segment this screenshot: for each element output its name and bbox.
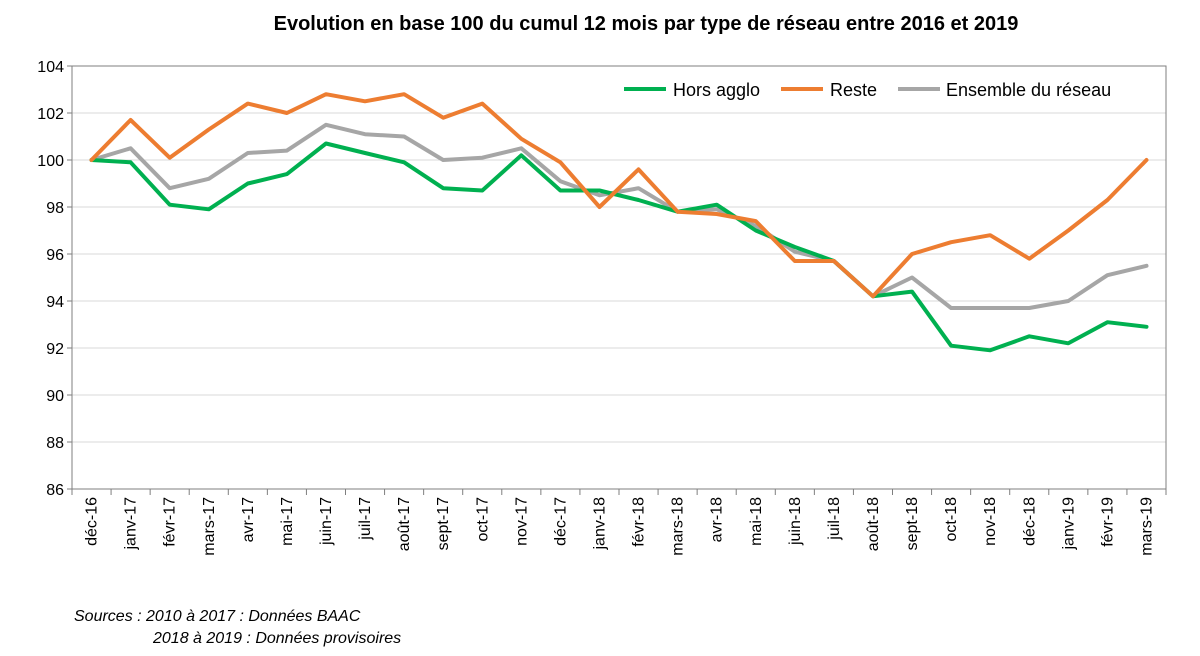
x-tick-label: févr-17 — [162, 497, 179, 547]
sources-line-1: Sources : 2010 à 2017 : Données BAAC — [74, 608, 361, 625]
y-tick-label: 90 — [46, 388, 64, 405]
plot-area — [71, 65, 1167, 490]
series — [89, 92, 1149, 353]
sources-note: Sources : 2010 à 2017 : Données BAAC 201… — [74, 606, 401, 650]
x-tick-label: janv-18 — [591, 497, 608, 551]
x-tick-label: déc-17 — [552, 497, 569, 546]
x-tick-label: août-18 — [865, 497, 882, 551]
x-tick-label: nov-18 — [982, 497, 999, 546]
x-tick-label: mars-17 — [201, 497, 218, 556]
x-tick-label: oct-18 — [943, 497, 960, 542]
x-tick-label: sept-18 — [904, 497, 921, 550]
series-line-hors-agglo — [89, 141, 1149, 353]
y-tick-label: 86 — [46, 482, 64, 499]
gridlines — [72, 112, 1166, 443]
series-line-ensemble-du-reseau — [89, 122, 1149, 310]
y-tick-label: 100 — [37, 153, 64, 170]
sources-line-2: 2018 à 2019 : Données provisoires — [153, 630, 402, 647]
x-tick-label: mai-17 — [279, 497, 296, 546]
x-tick-label: mars-19 — [1138, 497, 1155, 556]
y-tick-label: 88 — [46, 435, 64, 452]
x-tick-label: juil-17 — [357, 497, 374, 541]
x-tick-label: avr-17 — [240, 497, 257, 542]
legend-label: Hors agglo — [673, 80, 760, 100]
x-tick-label: mars-18 — [670, 497, 687, 556]
x-tick-label: févr-18 — [631, 497, 648, 547]
x-tick-label: juil-18 — [826, 497, 843, 541]
y-axis: 86 88 90 92 94 96 98 100 102 104 — [37, 59, 72, 499]
x-tick-label: oct-17 — [474, 497, 491, 542]
x-tick-label: juin-18 — [787, 497, 804, 546]
y-tick-label: 104 — [37, 59, 64, 76]
x-tick-label: nov-17 — [513, 497, 530, 546]
x-tick-label: mai-18 — [748, 497, 765, 546]
x-tick-label: sept-17 — [435, 497, 452, 550]
y-tick-label: 98 — [46, 200, 64, 217]
x-tick-label: août-17 — [396, 497, 413, 551]
x-tick-label: déc-18 — [1021, 497, 1038, 546]
chart-title: Evolution en base 100 du cumul 12 mois p… — [274, 13, 1019, 35]
x-tick-label: févr-19 — [1099, 497, 1116, 547]
x-axis: déc-16 janv-17 févr-17 mars-17 avr-17 mai-17 j… — [71, 489, 1167, 556]
legend: Hors agglo Reste Ensemble du réseau — [624, 80, 1111, 100]
legend-label: Ensemble du réseau — [946, 80, 1111, 100]
y-tick-label: 102 — [37, 106, 64, 123]
y-tick-label: 94 — [46, 294, 64, 311]
y-tick-label: 92 — [46, 341, 64, 358]
y-tick-label: 96 — [46, 247, 64, 264]
x-tick-label: avr-18 — [709, 497, 726, 542]
legend-label: Reste — [830, 80, 877, 100]
x-tick-label: janv-19 — [1060, 497, 1077, 551]
x-tick-label: déc-16 — [84, 497, 101, 546]
series-line-reste — [89, 92, 1149, 299]
x-tick-label: juin-17 — [318, 497, 335, 546]
x-tick-label: janv-17 — [123, 497, 140, 551]
